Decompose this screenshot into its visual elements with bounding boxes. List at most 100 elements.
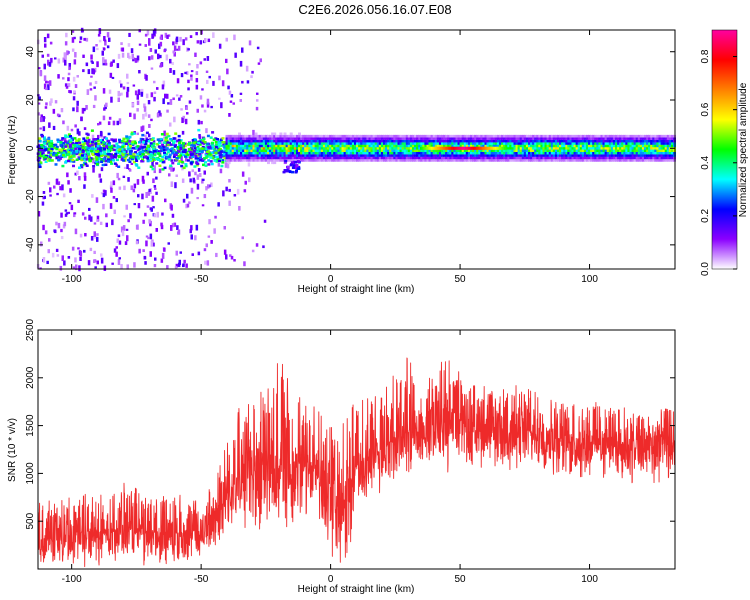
spectrogram-cell (409, 142, 413, 145)
spectrogram-cell (451, 159, 455, 162)
spectrogram-cell (536, 137, 540, 140)
spectrogram-cell (606, 156, 610, 160)
spectrogram-cell (233, 151, 237, 155)
spectrogram-cell (206, 79, 209, 84)
spectrogram-cell (72, 266, 76, 269)
spectrogram-cell (592, 147, 596, 150)
spectrogram-cell (184, 71, 187, 75)
spectrogram-cell (470, 156, 473, 160)
spectrogram-cell (594, 134, 598, 138)
spectrogram-cell (322, 137, 326, 140)
spectrogram-cell (151, 137, 155, 140)
spectrogram-cell (436, 134, 440, 138)
spectrogram-cell (231, 147, 235, 150)
y-tick-label: 0 (25, 145, 36, 151)
spectrogram-cell (96, 260, 99, 265)
spectrogram-cell (432, 146, 435, 150)
spectrogram-cell (186, 112, 189, 115)
spectrogram-cell (289, 154, 293, 157)
spectrogram-cell (128, 152, 132, 156)
spectrogram-cell (205, 149, 209, 152)
spectrogram-cell (449, 159, 453, 162)
spectrogram-cell (169, 138, 173, 141)
spectrogram-cell (447, 159, 451, 162)
spectrogram-cell (432, 151, 436, 155)
spectrogram-cell (521, 142, 525, 145)
spectrogram-cell (152, 156, 156, 160)
spectrogram-cell (55, 145, 59, 149)
spectrogram-cell (552, 154, 556, 157)
spectrogram-cell (145, 240, 148, 247)
spectrogram-cell (581, 144, 585, 148)
spectrogram-cell (606, 137, 610, 140)
spectrogram-cell (289, 134, 293, 138)
spectrogram-cell (262, 147, 266, 150)
spectrogram-cell (575, 159, 579, 162)
spectrogram-cell (482, 134, 486, 138)
spectrogram-cell (407, 151, 411, 155)
spectrogram-cell (183, 150, 187, 154)
spectrogram-cell (581, 142, 585, 145)
spectrogram-cell (308, 144, 312, 148)
spectrogram-cell (269, 149, 272, 152)
spectrogram-cell (74, 147, 78, 151)
spectrogram-cell (474, 144, 478, 148)
spectrogram-cell (256, 149, 260, 152)
spectrogram-cell (256, 159, 260, 162)
spectrogram-cell (57, 74, 60, 79)
spectrogram-cell (428, 137, 432, 140)
spectrogram-cell (457, 146, 460, 150)
spectrogram-cell (430, 146, 434, 150)
spectrogram-cell (67, 83, 71, 88)
spectrogram-cell (227, 144, 231, 148)
spectrogram-cell (149, 165, 153, 168)
spectrogram-cell (50, 159, 54, 162)
spectrogram-cell (511, 156, 515, 160)
spectrogram-cell (521, 151, 525, 155)
spectrogram-cell (345, 137, 349, 140)
spectrogram-cell (143, 255, 147, 260)
spectrogram-cell (463, 154, 467, 157)
spectrogram-cell (57, 158, 61, 162)
spectrogram-cell (445, 139, 449, 143)
spectrogram-cell (293, 134, 297, 138)
spectrogram-cell (162, 148, 166, 152)
spectrogram-cell (248, 137, 252, 140)
spectrogram-cell (393, 139, 397, 143)
spectrogram-cell (275, 139, 279, 143)
spectrogram-cell (283, 142, 287, 145)
spectrogram-cell (98, 121, 102, 125)
spectrogram-cell (646, 149, 650, 152)
spectrogram-cell (108, 148, 112, 151)
spectrogram-cell (252, 129, 255, 136)
spectrogram-cell (606, 139, 610, 143)
spectrogram-cell (354, 147, 357, 150)
spectrogram-cell (492, 137, 496, 140)
spectrogram-cell (203, 109, 207, 113)
spectrogram-cell (428, 142, 432, 145)
spectrogram-cell (228, 113, 231, 117)
spectrogram-cell (325, 156, 328, 160)
spectrogram-cell (294, 160, 298, 164)
spectrogram-cell (385, 147, 388, 150)
spectrogram-cell (267, 144, 270, 148)
spectrogram-cell (637, 137, 641, 140)
spectrogram-cell (269, 139, 272, 143)
spectrogram-cell (387, 149, 391, 152)
spectrogram-cell (621, 144, 625, 148)
spectrogram-cell (149, 233, 153, 240)
spectrogram-cell (339, 154, 343, 157)
spectrogram-cell (519, 144, 523, 148)
spectrogram-cell (341, 149, 345, 152)
spectrogram-cell (465, 159, 469, 162)
spectrogram-cell (509, 139, 513, 143)
spectrogram-cell (347, 137, 351, 140)
spectrogram-cell (515, 159, 519, 162)
spectrogram-cell (283, 144, 287, 148)
spectrogram-cell (165, 147, 169, 150)
spectrogram-cell (364, 139, 368, 143)
spectrogram-cell (602, 139, 606, 143)
spectrogram-cell (436, 137, 440, 140)
spectrogram-cell (184, 37, 188, 41)
spectrogram-cell (264, 149, 268, 152)
